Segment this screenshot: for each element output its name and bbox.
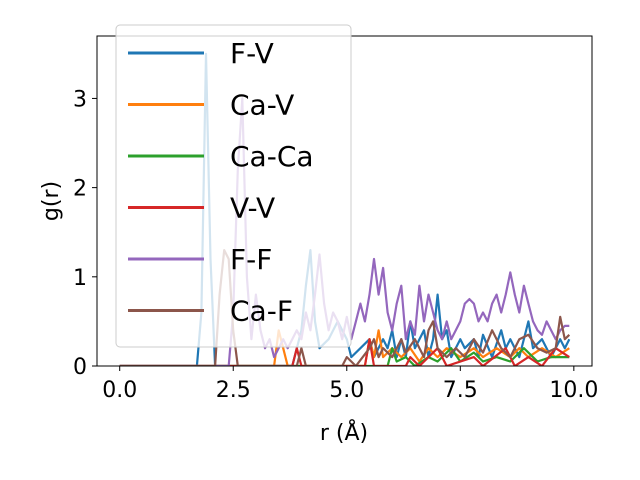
series-line-v-v (119, 338, 570, 366)
y-tick-label: 3 (73, 87, 87, 112)
series-line-ca-ca (119, 347, 570, 366)
y-axis-label: g(r) (39, 181, 64, 221)
legend-label-v-v: V-V (230, 192, 275, 225)
series-layer (119, 52, 571, 366)
x-tick-label: 0.0 (102, 378, 137, 403)
y-axis: 0 1 2 3 (73, 87, 97, 380)
legend-label-ca-v: Ca-V (230, 89, 294, 122)
x-axis-label: r (Å) (320, 419, 368, 446)
legend-label-ca-f: Ca-F (230, 295, 293, 328)
x-tick-label: 7.5 (443, 378, 478, 403)
legend-label-f-f: F-F (230, 243, 272, 276)
y-tick-label: 0 (73, 355, 87, 380)
series-line-ca-v (119, 329, 570, 366)
y-tick-label: 2 (73, 177, 87, 202)
legend-label-f-v: F-V (230, 37, 274, 70)
x-axis: 0.0 2.5 5.0 7.5 10.0 (102, 366, 598, 403)
legend-label-ca-ca: Ca-Ca (230, 140, 314, 173)
x-tick-label: 2.5 (216, 378, 251, 403)
legend: F-V Ca-V Ca-Ca V-V F-F Ca-F (115, 24, 352, 348)
x-tick-label: 10.0 (549, 378, 598, 403)
series-line-ca-f (119, 249, 571, 366)
x-tick-label: 5.0 (329, 378, 364, 403)
y-tick-label: 1 (73, 266, 87, 291)
